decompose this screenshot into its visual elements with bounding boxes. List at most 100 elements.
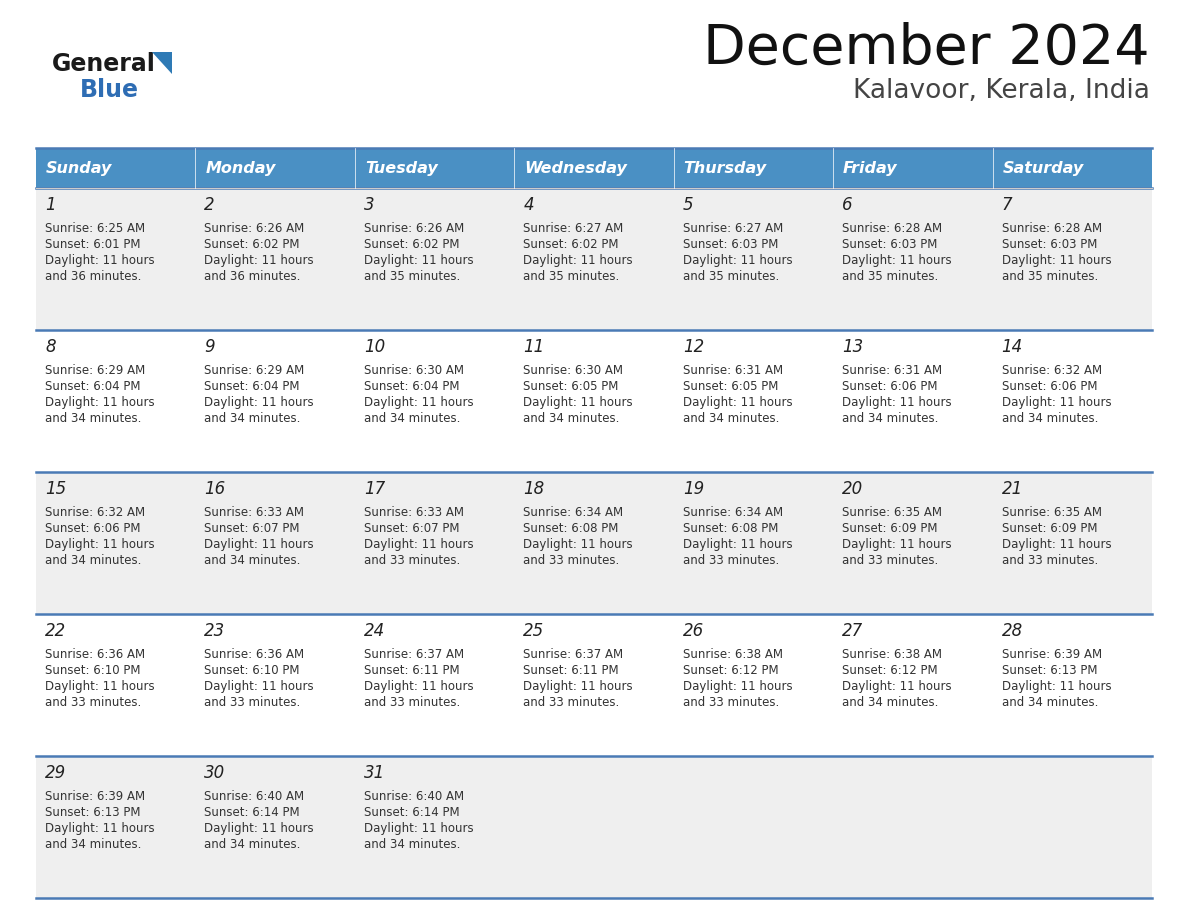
Text: General: General bbox=[52, 52, 156, 76]
Text: 31: 31 bbox=[364, 764, 385, 782]
Text: Sunset: 6:08 PM: Sunset: 6:08 PM bbox=[523, 522, 619, 535]
Text: Sunset: 6:13 PM: Sunset: 6:13 PM bbox=[1001, 664, 1097, 677]
Text: Sunrise: 6:33 AM: Sunrise: 6:33 AM bbox=[204, 506, 304, 519]
Text: Daylight: 11 hours: Daylight: 11 hours bbox=[1001, 254, 1111, 267]
Text: Sunset: 6:11 PM: Sunset: 6:11 PM bbox=[523, 664, 619, 677]
Text: Daylight: 11 hours: Daylight: 11 hours bbox=[364, 822, 474, 835]
Bar bbox=[36, 148, 196, 188]
Text: 22: 22 bbox=[45, 622, 67, 640]
Text: Daylight: 11 hours: Daylight: 11 hours bbox=[1001, 680, 1111, 693]
Text: 21: 21 bbox=[1001, 480, 1023, 498]
Text: and 34 minutes.: and 34 minutes. bbox=[204, 412, 301, 425]
Text: Sunrise: 6:37 AM: Sunrise: 6:37 AM bbox=[523, 648, 624, 661]
Text: Sunset: 6:09 PM: Sunset: 6:09 PM bbox=[842, 522, 937, 535]
Text: Sunset: 6:03 PM: Sunset: 6:03 PM bbox=[1001, 238, 1097, 251]
Text: and 35 minutes.: and 35 minutes. bbox=[364, 270, 460, 283]
Text: Sunset: 6:11 PM: Sunset: 6:11 PM bbox=[364, 664, 460, 677]
Text: Sunrise: 6:29 AM: Sunrise: 6:29 AM bbox=[204, 364, 304, 377]
Text: Daylight: 11 hours: Daylight: 11 hours bbox=[842, 680, 952, 693]
Text: 14: 14 bbox=[1001, 338, 1023, 356]
Text: Sunrise: 6:35 AM: Sunrise: 6:35 AM bbox=[842, 506, 942, 519]
Text: and 34 minutes.: and 34 minutes. bbox=[1001, 696, 1098, 709]
Text: Daylight: 11 hours: Daylight: 11 hours bbox=[523, 680, 633, 693]
Text: Sunrise: 6:34 AM: Sunrise: 6:34 AM bbox=[523, 506, 624, 519]
Text: Sunset: 6:02 PM: Sunset: 6:02 PM bbox=[364, 238, 460, 251]
Text: Sunrise: 6:36 AM: Sunrise: 6:36 AM bbox=[45, 648, 145, 661]
Text: Daylight: 11 hours: Daylight: 11 hours bbox=[683, 680, 792, 693]
Bar bbox=[355, 148, 514, 188]
Text: Sunset: 6:12 PM: Sunset: 6:12 PM bbox=[842, 664, 937, 677]
Text: and 35 minutes.: and 35 minutes. bbox=[1001, 270, 1098, 283]
Polygon shape bbox=[152, 52, 172, 74]
Text: Sunset: 6:04 PM: Sunset: 6:04 PM bbox=[204, 380, 299, 393]
Text: and 34 minutes.: and 34 minutes. bbox=[683, 412, 779, 425]
Text: Sunrise: 6:28 AM: Sunrise: 6:28 AM bbox=[1001, 222, 1101, 235]
Text: Tuesday: Tuesday bbox=[365, 161, 437, 175]
Text: and 35 minutes.: and 35 minutes. bbox=[683, 270, 779, 283]
Text: Sunset: 6:01 PM: Sunset: 6:01 PM bbox=[45, 238, 140, 251]
Text: Sunrise: 6:33 AM: Sunrise: 6:33 AM bbox=[364, 506, 463, 519]
Text: 3: 3 bbox=[364, 196, 374, 214]
Text: Sunday: Sunday bbox=[46, 161, 113, 175]
Text: 13: 13 bbox=[842, 338, 864, 356]
Text: and 33 minutes.: and 33 minutes. bbox=[1001, 554, 1098, 567]
Bar bbox=[196, 148, 355, 188]
Text: Sunset: 6:02 PM: Sunset: 6:02 PM bbox=[204, 238, 299, 251]
Text: December 2024: December 2024 bbox=[703, 22, 1150, 76]
Text: 1: 1 bbox=[45, 196, 56, 214]
Text: and 36 minutes.: and 36 minutes. bbox=[204, 270, 301, 283]
Text: Sunrise: 6:32 AM: Sunrise: 6:32 AM bbox=[45, 506, 145, 519]
Text: Sunset: 6:07 PM: Sunset: 6:07 PM bbox=[364, 522, 460, 535]
Bar bbox=[36, 330, 1152, 472]
Text: Daylight: 11 hours: Daylight: 11 hours bbox=[364, 254, 474, 267]
Text: Sunrise: 6:30 AM: Sunrise: 6:30 AM bbox=[364, 364, 463, 377]
Text: and 33 minutes.: and 33 minutes. bbox=[683, 554, 779, 567]
Text: 12: 12 bbox=[683, 338, 704, 356]
Text: Sunset: 6:14 PM: Sunset: 6:14 PM bbox=[204, 806, 301, 819]
Text: Sunrise: 6:28 AM: Sunrise: 6:28 AM bbox=[842, 222, 942, 235]
Text: Sunrise: 6:36 AM: Sunrise: 6:36 AM bbox=[204, 648, 304, 661]
Text: Sunset: 6:10 PM: Sunset: 6:10 PM bbox=[204, 664, 299, 677]
Text: and 36 minutes.: and 36 minutes. bbox=[45, 270, 141, 283]
Text: and 33 minutes.: and 33 minutes. bbox=[204, 696, 301, 709]
Bar bbox=[36, 614, 1152, 756]
Bar bbox=[36, 188, 1152, 330]
Text: Sunset: 6:05 PM: Sunset: 6:05 PM bbox=[523, 380, 619, 393]
Text: 9: 9 bbox=[204, 338, 215, 356]
Text: Daylight: 11 hours: Daylight: 11 hours bbox=[523, 254, 633, 267]
Text: Sunset: 6:02 PM: Sunset: 6:02 PM bbox=[523, 238, 619, 251]
Text: 26: 26 bbox=[683, 622, 704, 640]
Text: Sunset: 6:03 PM: Sunset: 6:03 PM bbox=[683, 238, 778, 251]
Text: Sunset: 6:14 PM: Sunset: 6:14 PM bbox=[364, 806, 460, 819]
Text: Daylight: 11 hours: Daylight: 11 hours bbox=[45, 538, 154, 551]
Text: 30: 30 bbox=[204, 764, 226, 782]
Text: Daylight: 11 hours: Daylight: 11 hours bbox=[364, 396, 474, 409]
Text: 19: 19 bbox=[683, 480, 704, 498]
Text: Daylight: 11 hours: Daylight: 11 hours bbox=[45, 396, 154, 409]
Text: Daylight: 11 hours: Daylight: 11 hours bbox=[204, 254, 314, 267]
Text: 6: 6 bbox=[842, 196, 853, 214]
Text: Daylight: 11 hours: Daylight: 11 hours bbox=[45, 680, 154, 693]
Text: Sunset: 6:10 PM: Sunset: 6:10 PM bbox=[45, 664, 140, 677]
Text: Sunset: 6:06 PM: Sunset: 6:06 PM bbox=[45, 522, 140, 535]
Text: Daylight: 11 hours: Daylight: 11 hours bbox=[204, 396, 314, 409]
Text: 10: 10 bbox=[364, 338, 385, 356]
Bar bbox=[833, 148, 992, 188]
Text: Sunset: 6:09 PM: Sunset: 6:09 PM bbox=[1001, 522, 1097, 535]
Text: 18: 18 bbox=[523, 480, 544, 498]
Text: Sunrise: 6:40 AM: Sunrise: 6:40 AM bbox=[364, 790, 465, 803]
Text: Sunrise: 6:29 AM: Sunrise: 6:29 AM bbox=[45, 364, 145, 377]
Text: 27: 27 bbox=[842, 622, 864, 640]
Text: Sunset: 6:05 PM: Sunset: 6:05 PM bbox=[683, 380, 778, 393]
Text: and 35 minutes.: and 35 minutes. bbox=[842, 270, 939, 283]
Text: and 34 minutes.: and 34 minutes. bbox=[45, 838, 141, 851]
Text: Daylight: 11 hours: Daylight: 11 hours bbox=[364, 538, 474, 551]
Text: Thursday: Thursday bbox=[684, 161, 766, 175]
Text: 25: 25 bbox=[523, 622, 544, 640]
Text: 2: 2 bbox=[204, 196, 215, 214]
Text: and 33 minutes.: and 33 minutes. bbox=[523, 554, 619, 567]
Text: Sunset: 6:08 PM: Sunset: 6:08 PM bbox=[683, 522, 778, 535]
Text: and 33 minutes.: and 33 minutes. bbox=[45, 696, 141, 709]
Bar bbox=[674, 148, 833, 188]
Text: 4: 4 bbox=[523, 196, 533, 214]
